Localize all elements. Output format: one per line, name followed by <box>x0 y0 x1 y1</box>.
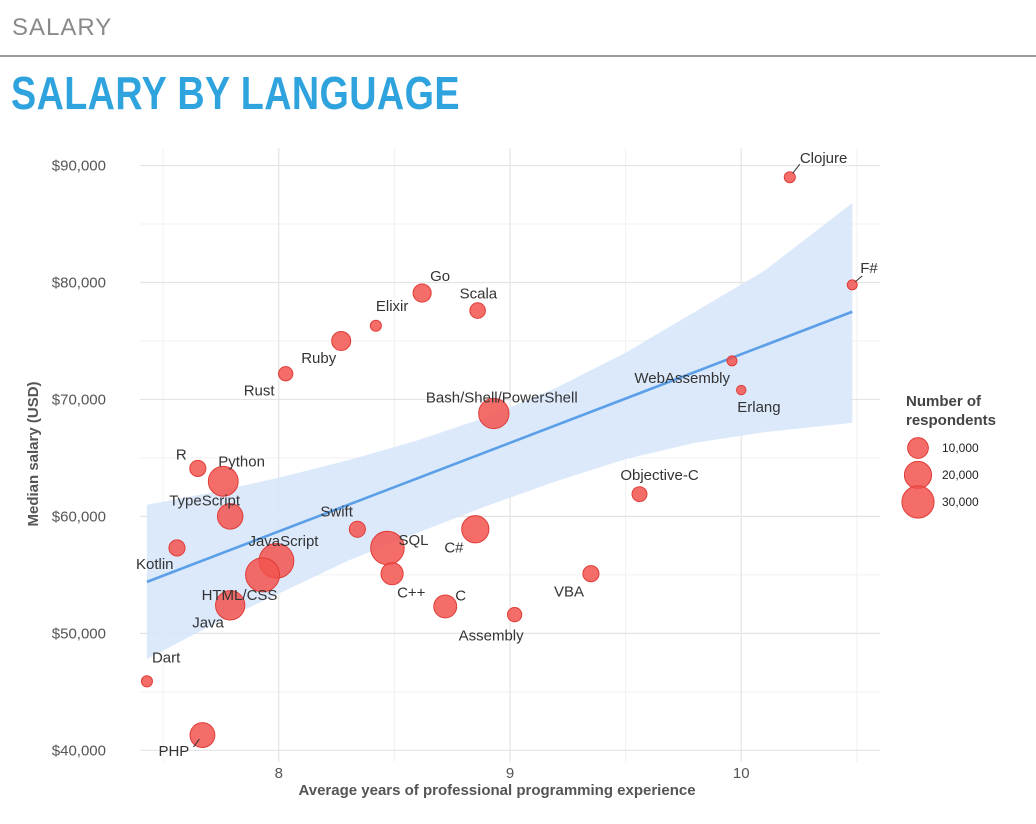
section-label: SALARY <box>12 14 113 41</box>
point-label-scala: Scala <box>460 286 498 303</box>
data-point-erlang <box>736 384 747 396</box>
label-leader-line <box>792 163 801 174</box>
data-point-elixir <box>369 319 382 332</box>
point-label-clojure: Clojure <box>800 150 848 167</box>
legend-entry-label: 30,000 <box>942 495 979 509</box>
point-label-ruby: Ruby <box>301 350 337 367</box>
data-point-kotlin <box>168 539 186 557</box>
data-point-typescript <box>216 503 244 530</box>
point-label-sql: SQL <box>398 532 428 549</box>
data-point-java <box>215 590 246 621</box>
data-point-c- <box>461 515 490 544</box>
legend-swatch <box>903 460 933 490</box>
point-label-javascript: JavaScript <box>248 533 319 550</box>
point-label-rust: Rust <box>244 383 276 400</box>
confidence-band <box>146 203 853 660</box>
point-label-c-: C++ <box>397 585 426 602</box>
label-leader-line <box>854 275 863 283</box>
x-tick-label: 10 <box>733 765 750 782</box>
point-label-webassembly: WebAssembly <box>634 370 730 387</box>
y-tick-label: $80,000 <box>52 274 106 291</box>
point-label-swift: Swift <box>320 503 353 520</box>
axes: $40,000 $50,000 $60,000 $70,000 $80,000 $90,0… <box>52 158 750 782</box>
y-axis-title: Median salary (USD) <box>25 381 42 526</box>
data-point-assembly <box>506 606 523 623</box>
legend-entry-label: 20,000 <box>942 468 979 482</box>
point-label-java: Java <box>192 614 224 631</box>
point-label-erlang: Erlang <box>737 399 780 416</box>
x-tick-label: 8 <box>275 765 283 782</box>
data-points <box>140 171 858 749</box>
point-label-php: PHP <box>158 743 189 760</box>
legend: Number of respondents 10,000 20,000 30,000 <box>901 393 996 519</box>
data-point-r <box>189 459 207 478</box>
point-label-html-css: HTML/CSS <box>202 587 278 604</box>
y-tick-label: $60,000 <box>52 508 106 525</box>
point-label-r: R <box>176 446 187 463</box>
x-tick-label: 9 <box>506 765 514 782</box>
point-labels: Clojure F# Go Scala Elixir Ruby Rust WebAssembl… <box>136 150 878 760</box>
data-point-ruby <box>331 330 352 351</box>
confidence-band-area <box>146 203 853 660</box>
data-point-rust <box>278 366 294 382</box>
point-label-c: C <box>455 587 466 604</box>
point-label-elixir: Elixir <box>376 298 409 315</box>
point-label-dart: Dart <box>152 649 181 666</box>
point-label-assembly: Assembly <box>459 628 525 645</box>
data-point-clojure <box>783 171 796 184</box>
y-tick-label: $70,000 <box>52 391 106 408</box>
x-axis-title: Average years of professional programmin… <box>298 782 695 799</box>
y-tick-label: $90,000 <box>52 158 106 175</box>
legend-swatch <box>901 485 935 519</box>
data-point-webassembly <box>726 355 738 367</box>
point-label-python: Python <box>218 453 265 470</box>
header-divider <box>0 55 1036 57</box>
data-point-swift <box>348 520 366 538</box>
page-title: SALARY BY LANGUAGE <box>11 67 460 119</box>
legend-entry-label: 10,000 <box>942 441 979 455</box>
data-point-go <box>412 283 432 303</box>
data-point-dart <box>140 675 153 688</box>
data-point-scala <box>469 302 486 319</box>
point-label-c-: C# <box>444 539 464 556</box>
y-tick-label: $50,000 <box>52 625 106 642</box>
y-tick-label: $40,000 <box>52 742 106 759</box>
point-label-typescript: TypeScript <box>169 492 241 509</box>
data-point-python <box>207 465 239 497</box>
legend-swatch <box>907 437 929 459</box>
point-label-vba: VBA <box>554 584 584 601</box>
data-point-f- <box>846 279 858 291</box>
data-point-html-css <box>245 557 281 593</box>
data-point-c- <box>380 562 404 586</box>
data-point-php <box>189 722 216 749</box>
point-label-go: Go <box>430 268 450 285</box>
label-leader-line <box>193 738 200 748</box>
point-label-kotlin: Kotlin <box>136 556 174 573</box>
point-label-f-: F# <box>860 260 878 277</box>
data-point-c <box>433 594 458 619</box>
legend-title: Number of respondents <box>906 393 996 429</box>
data-point-objective-c <box>631 486 648 503</box>
data-point-vba <box>582 565 600 583</box>
point-label-objective-c: Objective-C <box>620 467 699 484</box>
point-label-bash-shell-powershell: Bash/Shell/PowerShell <box>426 389 578 406</box>
data-point-bash-shell-powershell <box>478 397 510 430</box>
